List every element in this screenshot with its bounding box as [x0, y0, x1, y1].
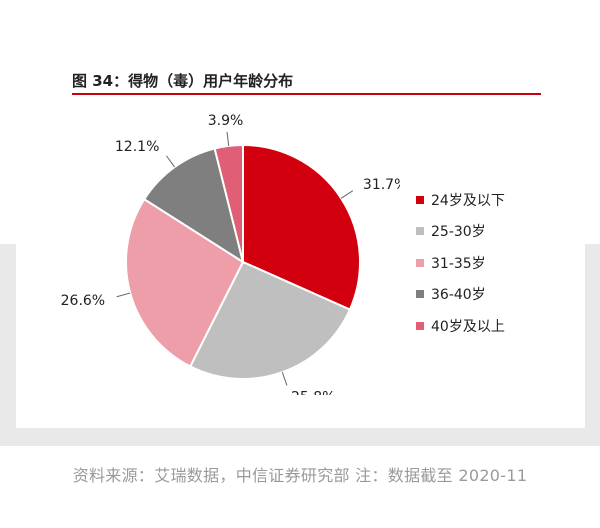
- data-label-40-and-above: 3.9%: [208, 113, 244, 129]
- legend-swatch: [416, 227, 424, 236]
- legend-label: 31-35岁: [431, 255, 486, 272]
- title-underline: [72, 93, 541, 95]
- legend-swatch: [416, 321, 424, 330]
- legend-swatch: [416, 290, 424, 299]
- leader-line: [116, 292, 131, 298]
- legend-item-36-40: 36-40岁: [416, 279, 505, 311]
- source-note-text: 资料来源：艾瑞数据，中信证券研究部 注：数据截至 2020-11: [72, 466, 528, 485]
- data-label-36-40: 12.1%: [115, 139, 159, 155]
- leader-line: [340, 190, 354, 199]
- data-label-25-30: 25.8%: [291, 390, 335, 395]
- legend-swatch: [416, 195, 424, 204]
- legend-swatch: [416, 258, 424, 267]
- legend-label: 40岁及以上: [431, 318, 505, 335]
- legend-item-25-30: 25-30岁: [416, 216, 505, 248]
- leader-line: [281, 372, 288, 386]
- legend-item-31-35: 31-35岁: [416, 247, 505, 279]
- legend-label: 25-30岁: [431, 224, 486, 241]
- leader-line: [226, 131, 230, 146]
- pie-slice-24-and-under: [242, 143, 361, 311]
- leader-line: [165, 155, 175, 168]
- pie-chart: 31.7% 25.8% 26.6% 12.1% 3.9%: [61, 113, 400, 395]
- source-note: 资料来源：艾瑞数据，中信证券研究部 注：数据截至 2020-11: [0, 462, 600, 486]
- figure-title: 图 34：得物（毒）用户年龄分布: [72, 72, 294, 90]
- legend-label: 24岁及以下: [431, 192, 505, 209]
- data-label-24-and-under: 31.7%: [363, 177, 400, 193]
- legend-item-40-and-above: 40岁及以上: [416, 310, 505, 342]
- data-label-31-35: 26.6%: [61, 293, 105, 309]
- legend-item-24-and-under: 24岁及以下: [416, 184, 505, 216]
- chart-legend: 24岁及以下 25-30岁 31-35岁 36-40岁 40岁及以上: [416, 184, 505, 342]
- legend-label: 36-40岁: [431, 287, 486, 304]
